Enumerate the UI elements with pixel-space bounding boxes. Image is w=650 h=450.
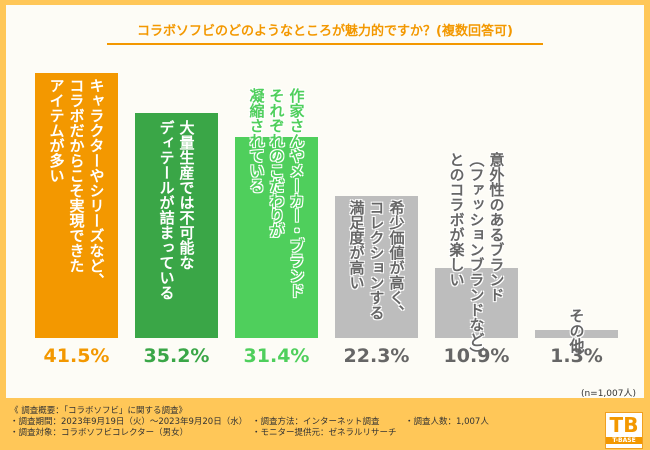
bar-label: キャラクターやシリーズなど、 コラボだからこそ実現できた アイテムが多い (47, 78, 106, 288)
survey-provider: ・モニター提供元：ゼネラルリサーチ (252, 428, 397, 438)
bar-5 (435, 268, 518, 338)
logo-mark: TB (609, 413, 639, 437)
bar-label: その他 (567, 308, 586, 353)
sample-size-note: (n=1,007人) (580, 389, 636, 399)
bar-1 (35, 73, 118, 338)
bar-label: 希少価値が高く、 コレクションする 満足度が高い (347, 200, 406, 320)
bar-label: 大量生産では不可能な ディテールが詰まっている (157, 120, 196, 300)
survey-target: ・調査対象：コラボソフビコレクター（男女） (10, 428, 189, 438)
bar-2 (135, 113, 218, 338)
value-label: 31.4% (243, 345, 310, 367)
value-label: 1.3% (550, 345, 603, 367)
bar-chart: キャラクターやシリーズなど、 コラボだからこそ実現できた アイテムが多い 41.5… (35, 73, 618, 367)
value-label: 41.5% (43, 345, 110, 367)
survey-overview: 《 調査概要：「コラボソフビ」に関する調査》 (10, 406, 187, 416)
logo-text: T-BASE (606, 437, 642, 444)
value-label: 10.9% (443, 345, 510, 367)
bar-label: 意外性のあるブランド （ファッションブランドなど） とのコラボが楽しい (447, 152, 506, 362)
value-label: 22.3% (343, 345, 410, 367)
title-underline (107, 43, 543, 45)
bar-6 (535, 329, 618, 338)
survey-count: ・調査人数：1,007人 (405, 417, 489, 427)
bar-label: 作家さんやメーカー・ブランド それぞれのこだわりが 凝縮されている (247, 88, 306, 298)
bar-3 (235, 137, 318, 338)
survey-method: ・調査方法：インターネット調査 (252, 417, 380, 427)
tbase-logo: TB T-BASE (605, 412, 643, 449)
bar-4 (335, 195, 418, 338)
value-label: 35.2% (143, 345, 210, 367)
survey-period: ・調査期間：2023年9月19日（火）～2023年9月20日（水） (10, 417, 248, 427)
chart-title: コラボソフビのどのようなところが魅力的ですか？(複数回答可) (137, 24, 513, 39)
